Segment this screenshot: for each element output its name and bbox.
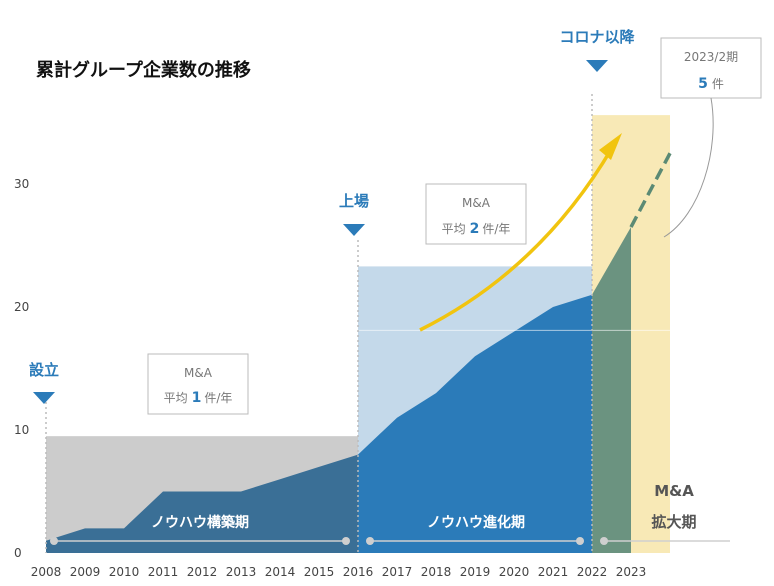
event-label-2: 上場 xyxy=(339,192,369,210)
x-tick-label: 2019 xyxy=(460,565,491,579)
x-tick-label: 2009 xyxy=(70,565,101,579)
annotation-3-leader xyxy=(663,97,714,238)
x-tick-label: 2018 xyxy=(421,565,452,579)
x-tick-label: 2011 xyxy=(148,565,179,579)
y-tick-layer: 0 10 20 30 xyxy=(14,177,29,560)
event-triangle-1 xyxy=(33,392,55,404)
growth-arrow-head xyxy=(599,133,622,160)
area-layer xyxy=(46,152,672,554)
annotation-1-line2: 平均 1 件/年 xyxy=(164,390,233,406)
phase-label-1: ノウハウ構築期 xyxy=(151,514,249,531)
phase-label-2: ノウハウ進化期 xyxy=(427,514,525,531)
area-segment-3 xyxy=(592,227,631,554)
x-tick-label: 2016 xyxy=(343,565,374,579)
event-marker-1: 設立 xyxy=(29,361,59,404)
x-tick-layer: 2008 2009 2010 2011 2012 2013 2014 2015 2016 2017… xyxy=(31,565,647,579)
area-segment-1 xyxy=(46,454,358,553)
x-tick-label: 2014 xyxy=(265,565,296,579)
x-tick-label: 2017 xyxy=(382,565,413,579)
x-tick-label: 2020 xyxy=(499,565,530,579)
phase-label-3-line2: 拡大期 xyxy=(651,513,696,531)
timeline-layer xyxy=(50,537,730,545)
x-tick-label: 2015 xyxy=(304,565,335,579)
growth-arrow-curve xyxy=(419,147,614,332)
event-marker-3: コロナ以降 xyxy=(559,28,635,72)
timeline-dot-start-3 xyxy=(600,537,608,545)
x-tick-label: 2022 xyxy=(577,565,608,579)
timeline-dot-end-2 xyxy=(576,537,584,545)
event-triangle-2 xyxy=(343,224,365,236)
separator-layer xyxy=(45,94,593,553)
annotation-3-line1: 2023/2期 xyxy=(684,50,738,64)
annotation-box-2: M&A 平均 2 件/年 xyxy=(425,183,527,245)
y-tick-label: 30 xyxy=(14,177,29,191)
annotation-box-1: M&A 平均 1 件/年 xyxy=(147,353,249,415)
event-label-1: 設立 xyxy=(29,361,59,379)
chart-title: 累計グループ企業数の推移 xyxy=(36,59,251,81)
x-tick-label: 2010 xyxy=(109,565,140,579)
event-label-3: コロナ以降 xyxy=(559,28,635,46)
x-tick-label: 2021 xyxy=(538,565,569,579)
x-tick-label: 2008 xyxy=(31,565,62,579)
y-tick-label: 20 xyxy=(14,300,29,314)
projection-line xyxy=(629,152,672,228)
y-tick-label: 0 xyxy=(14,546,22,560)
annotation-1-line1: M&A xyxy=(184,366,213,380)
x-tick-label: 2013 xyxy=(226,565,257,579)
area-segment-2 xyxy=(358,294,592,553)
timeline-dot-start-1 xyxy=(50,537,58,545)
annotation-2-line2: 平均 2 件/年 xyxy=(442,221,511,237)
phase-label-3-line1: M&A xyxy=(654,482,694,500)
y-tick-label: 10 xyxy=(14,423,29,437)
annotation-2-line1: M&A xyxy=(462,196,491,210)
event-marker-2: 上場 xyxy=(339,192,369,236)
event-triangle-3 xyxy=(586,60,608,72)
timeline-dot-end-1 xyxy=(342,537,350,545)
timeline-dot-start-2 xyxy=(366,537,374,545)
x-tick-label: 2023 xyxy=(616,565,647,579)
x-tick-label: 2012 xyxy=(187,565,218,579)
growth-arrow xyxy=(419,133,622,332)
